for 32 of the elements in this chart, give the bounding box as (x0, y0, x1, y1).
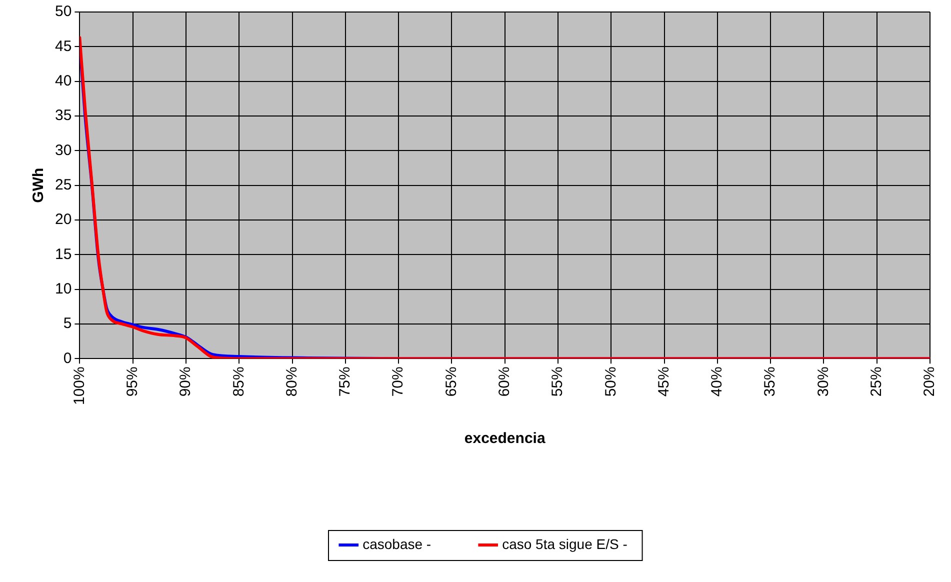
y-tick-label: 0 (63, 350, 72, 367)
x-tick-label: 45% (655, 366, 672, 397)
x-tick-label: 85% (230, 366, 248, 397)
x-tick-label: 65% (442, 366, 460, 397)
x-tick-label: 30% (814, 366, 832, 397)
x-tick-label: 100% (70, 366, 88, 406)
y-axis-title: GWh (30, 168, 48, 203)
x-tick-label: 55% (549, 366, 566, 397)
y-tick-label: 25 (54, 176, 72, 194)
y-tick-label: 35 (54, 107, 72, 124)
x-axis-title: excedencia (464, 430, 546, 448)
x-tick-label: 95% (124, 366, 141, 397)
x-tick-label: 75% (336, 366, 354, 397)
x-tick-label: 90% (177, 366, 194, 397)
y-tick-label: 10 (54, 280, 72, 298)
x-tick-label: 80% (283, 366, 300, 397)
legend-label: caso 5ta sigue E/S - (502, 536, 628, 552)
x-tick-label: 25% (868, 366, 885, 397)
x-tick-label: 50% (602, 366, 620, 397)
x-tick-label: 35% (762, 366, 779, 397)
x-tick-label: 20% (921, 366, 938, 397)
x-tick-label: 40% (708, 366, 726, 397)
y-tick-label: 40 (54, 72, 72, 90)
y-tick-label: 15 (54, 246, 72, 263)
x-tick-label: 60% (496, 366, 513, 397)
y-tick-label: 45 (54, 38, 72, 55)
y-tick-label: 30 (54, 142, 72, 159)
y-tick-label: 5 (63, 315, 72, 332)
x-tick-label: 70% (390, 366, 407, 397)
y-tick-label: 50 (54, 3, 72, 20)
legend-label: casobase - (362, 536, 432, 552)
y-tick-label: 20 (54, 211, 72, 228)
